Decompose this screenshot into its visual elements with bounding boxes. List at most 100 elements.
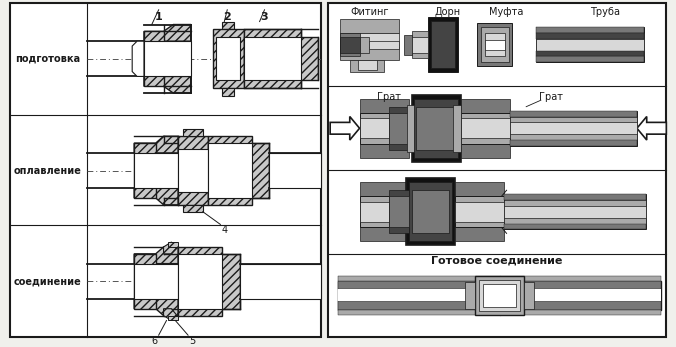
Bar — [360, 99, 408, 112]
Bar — [358, 60, 377, 70]
Bar — [460, 144, 510, 158]
Bar — [270, 153, 321, 188]
Bar — [360, 196, 408, 228]
Bar — [460, 118, 510, 138]
Bar — [455, 202, 504, 222]
Polygon shape — [183, 205, 203, 212]
Polygon shape — [222, 22, 234, 29]
Bar — [244, 37, 301, 81]
Bar — [510, 111, 637, 146]
Bar — [389, 112, 408, 144]
Text: оплавление: оплавление — [14, 166, 82, 176]
Text: 1: 1 — [155, 12, 162, 22]
Polygon shape — [183, 129, 203, 136]
Bar — [536, 27, 644, 62]
Bar — [477, 23, 512, 66]
Bar — [536, 27, 644, 33]
Bar — [504, 194, 646, 200]
Bar — [338, 281, 661, 289]
Bar — [431, 21, 455, 68]
Polygon shape — [637, 117, 667, 140]
Text: Труба: Труба — [589, 7, 620, 17]
Bar — [504, 206, 646, 218]
Text: Муфта: Муфта — [489, 7, 524, 17]
Polygon shape — [144, 25, 191, 41]
Polygon shape — [222, 88, 234, 96]
Bar — [504, 223, 646, 229]
Bar — [412, 95, 460, 162]
Bar — [536, 33, 644, 57]
Bar — [369, 41, 399, 49]
Bar — [460, 99, 510, 112]
Bar — [412, 190, 449, 234]
Polygon shape — [134, 247, 178, 264]
Text: Дорн: Дорн — [435, 7, 461, 17]
Polygon shape — [144, 41, 191, 76]
Bar — [465, 282, 475, 309]
Bar — [504, 200, 646, 223]
Bar — [524, 282, 534, 309]
Bar — [340, 33, 399, 47]
Bar — [340, 33, 360, 57]
Bar — [216, 37, 240, 81]
Bar — [453, 105, 460, 152]
Text: 4: 4 — [221, 226, 228, 235]
Bar — [406, 178, 455, 245]
Polygon shape — [212, 29, 244, 88]
Polygon shape — [168, 315, 178, 321]
Bar — [389, 107, 408, 150]
Polygon shape — [144, 76, 191, 93]
Bar — [178, 149, 208, 192]
Bar — [9, 3, 321, 337]
Bar — [208, 143, 251, 198]
Polygon shape — [144, 31, 164, 86]
Bar — [338, 276, 661, 281]
Bar — [510, 111, 637, 117]
Bar — [510, 122, 637, 134]
Polygon shape — [164, 309, 176, 321]
Polygon shape — [178, 247, 240, 315]
Polygon shape — [244, 29, 318, 88]
Polygon shape — [134, 254, 155, 309]
Bar — [389, 190, 408, 234]
Bar — [338, 310, 661, 315]
Text: Готовое соединение: Готовое соединение — [431, 256, 562, 266]
Polygon shape — [178, 136, 208, 205]
Bar — [481, 27, 508, 62]
Polygon shape — [134, 188, 178, 205]
Bar — [412, 37, 428, 52]
Bar — [455, 183, 504, 196]
Bar — [510, 140, 637, 146]
Bar — [134, 153, 178, 188]
Bar — [178, 254, 222, 309]
Text: подготовка: подготовка — [16, 54, 80, 64]
Bar — [485, 33, 504, 57]
Bar — [536, 51, 644, 57]
Bar — [536, 57, 644, 62]
Bar — [404, 35, 412, 54]
Bar — [360, 118, 408, 138]
Polygon shape — [330, 117, 360, 140]
Polygon shape — [168, 242, 178, 247]
Bar — [406, 105, 414, 152]
Polygon shape — [164, 242, 176, 254]
Bar — [536, 33, 644, 39]
Bar — [360, 112, 408, 144]
Text: 2: 2 — [223, 12, 231, 22]
Bar — [338, 301, 661, 310]
Text: Грат: Грат — [377, 92, 401, 102]
Bar — [510, 117, 637, 140]
Bar — [340, 47, 399, 60]
Polygon shape — [134, 143, 155, 198]
Bar — [240, 264, 321, 299]
Text: 5: 5 — [189, 336, 195, 346]
Bar — [360, 37, 369, 52]
Bar — [475, 276, 524, 315]
Bar — [329, 3, 667, 337]
Bar — [485, 40, 504, 50]
Bar — [389, 196, 408, 228]
Bar — [483, 283, 516, 307]
Bar — [412, 31, 428, 58]
Polygon shape — [134, 136, 178, 153]
Polygon shape — [134, 299, 178, 315]
